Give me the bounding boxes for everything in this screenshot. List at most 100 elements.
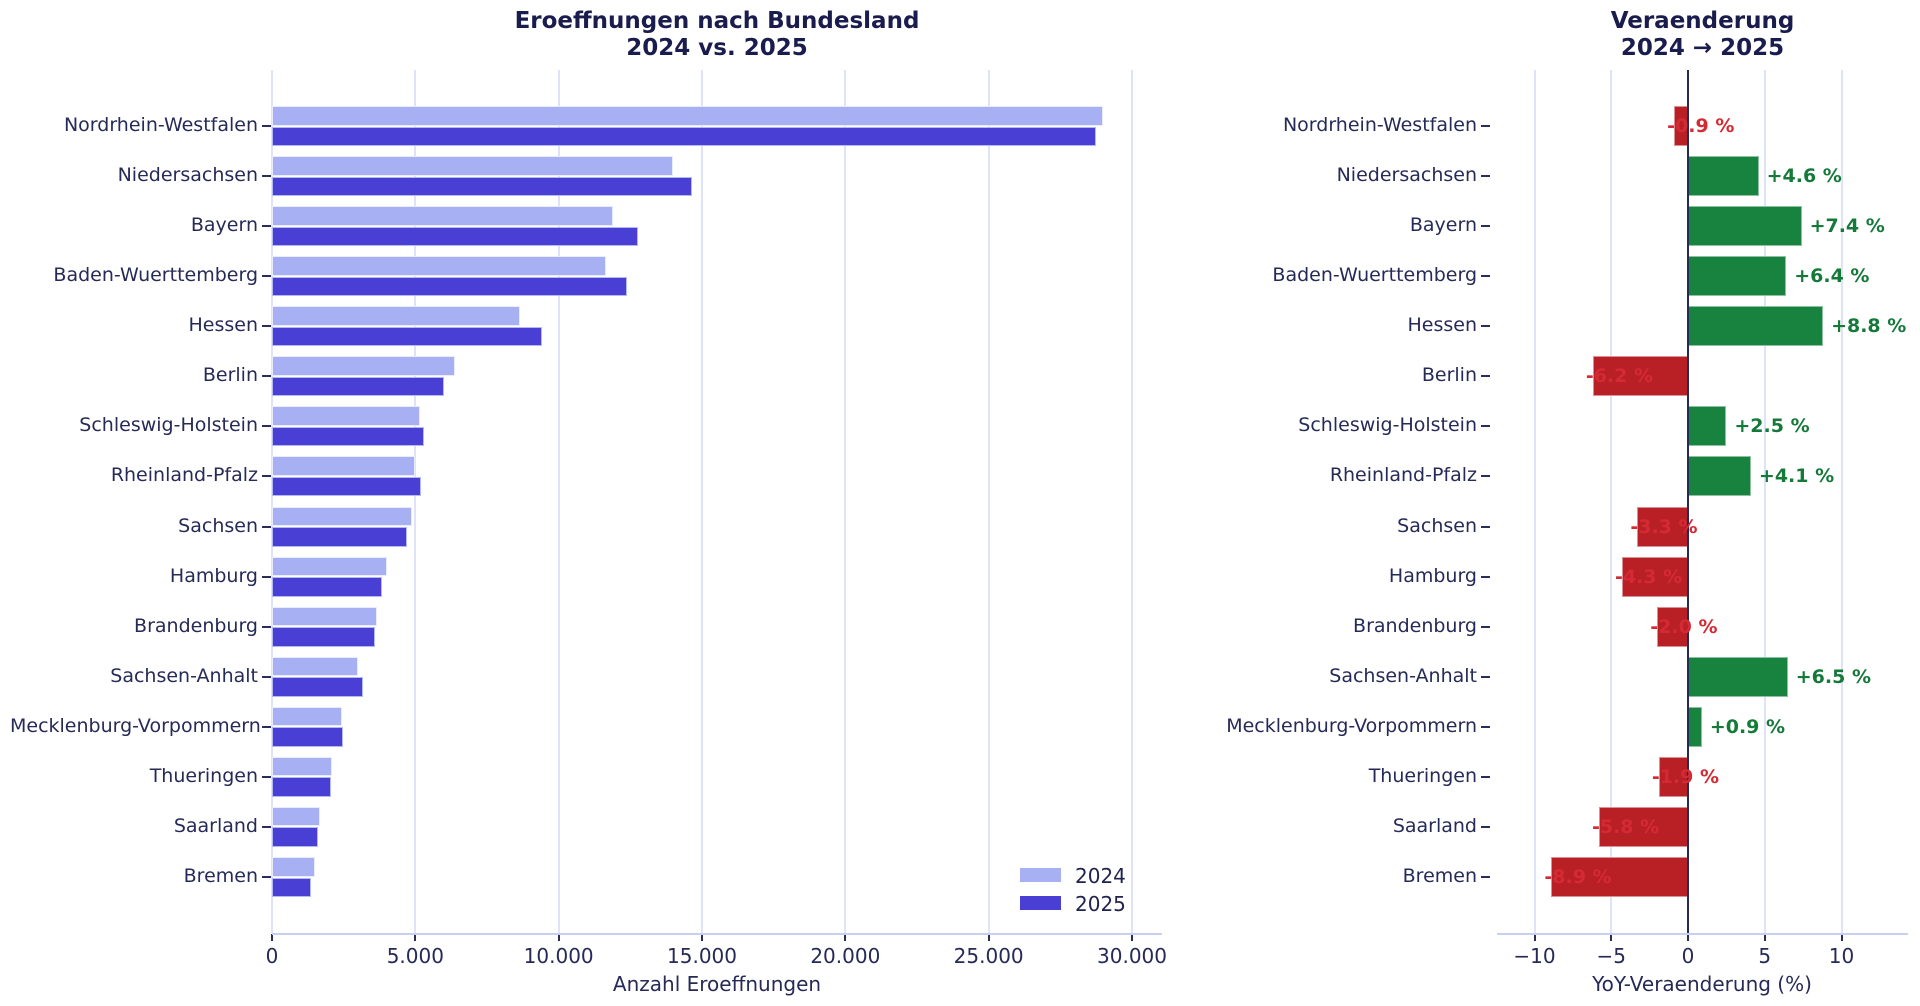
change-bar [1688, 656, 1788, 697]
left-ytick-label: Thueringen [149, 764, 258, 787]
right-ytick-mark [1481, 175, 1490, 178]
bar-2025 [272, 276, 628, 297]
left-xtick-mark [271, 934, 273, 941]
right-chart-title-line2: 2024 → 2025 [1620, 35, 1785, 61]
left-ytick-label: Bremen [183, 865, 258, 888]
right-ytick-mark [1481, 825, 1490, 828]
right-ytick-mark [1481, 876, 1490, 879]
bar-2024 [272, 406, 421, 426]
bar-2024 [272, 606, 377, 627]
bar-2024 [272, 356, 456, 376]
left-xtick-mark [987, 934, 990, 941]
change-bar-label: +7.4 % [1809, 215, 1885, 238]
left-xaxis-line [272, 933, 1162, 935]
left-ytick-label: Niedersachsen [117, 164, 258, 187]
change-bar [1688, 156, 1759, 197]
right-ytick-label: Bayern [1409, 214, 1477, 237]
change-bar-label: +8.8 % [1831, 315, 1907, 338]
right-ytick-mark [1481, 625, 1490, 628]
right-ytick-label: Nordrhein-Westfalen [1282, 114, 1477, 136]
left-xtick-mark [844, 934, 847, 941]
left-xtick-label: 10.000 [523, 944, 594, 968]
legend-label-2025: 2025 [1075, 892, 1126, 916]
left-ytick-label: Hamburg [169, 564, 258, 587]
bar-2025 [272, 476, 422, 497]
right-gridline [1610, 70, 1613, 933]
left-ytick-label: Berlin [202, 364, 258, 387]
left-ytick-mark [262, 825, 271, 828]
left-ytick-label: Saarland [173, 814, 258, 837]
change-bar-label: -3.3 % [1630, 515, 1698, 538]
bar-2025 [272, 727, 343, 747]
left-ytick-mark [262, 625, 271, 628]
change-bar [1598, 806, 1688, 847]
right-ytick-mark [1481, 675, 1490, 678]
bar-2024 [272, 656, 358, 677]
right-xtick-mark [1763, 934, 1766, 941]
change-bar-label: +6.4 % [1794, 265, 1870, 288]
right-xtick-label: 10 [1828, 944, 1855, 968]
legend-swatch-2024 [1020, 868, 1061, 882]
right-gridline [1533, 70, 1536, 933]
bar-2025 [272, 777, 332, 797]
bar-2025 [272, 677, 364, 697]
left-ytick-label: Bayern [190, 214, 258, 237]
right-ytick-mark [1481, 325, 1490, 328]
right-gridline [1840, 70, 1843, 933]
right-ytick-label: Hamburg [1388, 564, 1477, 587]
bar-2024 [272, 256, 606, 276]
right-ytick-label: Thueringen [1368, 764, 1477, 787]
change-bar-label: -1.9 % [1651, 765, 1720, 788]
left-ytick-mark [262, 275, 271, 278]
bar-2025 [272, 376, 445, 397]
left-ytick-mark [262, 225, 271, 228]
left-xtick-mark [414, 934, 417, 941]
right-xtick-label: 0 [1681, 944, 1695, 968]
change-bar-label: +0.9 % [1709, 715, 1786, 738]
left-ytick-mark [262, 525, 271, 528]
right-ytick-label: Baden-Wuerttemberg [1272, 264, 1477, 287]
bar-2025 [272, 126, 1096, 146]
right-ytick-label: Mecklenburg-Vorpommern [1226, 714, 1477, 737]
change-bar-label: +4.1 % [1758, 465, 1835, 488]
bar-2024 [272, 306, 521, 326]
right-ytick-mark [1481, 725, 1490, 728]
left-ytick-mark [262, 675, 271, 678]
legend-label-2024: 2024 [1075, 864, 1126, 888]
left-chart-title-line1: Eroeffnungen nach Bundesland [514, 8, 920, 34]
right-chart-title: Veraenderung 2024 → 2025 [1497, 8, 1908, 62]
right-xtick-mark [1687, 934, 1689, 941]
change-bar-label: -2.0 % [1650, 615, 1718, 638]
bar-2024 [272, 857, 315, 877]
bar-2025 [272, 326, 543, 347]
left-xtick-label: 25.000 [953, 944, 1024, 968]
change-bar-label: -6.2 % [1585, 365, 1654, 388]
left-gridline [414, 70, 417, 933]
bar-2024 [272, 806, 321, 827]
change-bar-label: -0.9 % [1667, 115, 1735, 137]
change-bar [1592, 356, 1688, 397]
right-zero-line [1687, 70, 1689, 933]
right-ytick-label: Rheinland-Pfalz [1329, 464, 1477, 487]
bar-2025 [272, 877, 312, 898]
change-bar [1688, 256, 1787, 297]
right-ytick-label: Berlin [1421, 364, 1477, 387]
right-ytick-label: Schleswig-Holstein [1298, 414, 1477, 437]
right-xtick-mark [1610, 934, 1613, 941]
change-bar [1688, 206, 1802, 247]
right-ytick-mark [1481, 425, 1490, 428]
left-xtick-label: 15.000 [667, 944, 737, 968]
left-xtick-label: 20.000 [810, 944, 881, 968]
bar-2025 [272, 426, 424, 447]
left-ytick-label: Brandenburg [134, 614, 258, 637]
right-chart-title-line1: Veraenderung [1610, 8, 1795, 34]
left-gridline [701, 70, 703, 933]
left-ytick-label: Sachsen [178, 514, 258, 537]
left-chart-title-line2: 2024 vs. 2025 [626, 35, 808, 61]
left-ytick-mark [262, 425, 271, 428]
right-ytick-mark [1481, 575, 1490, 578]
left-gridline [271, 70, 273, 933]
right-ytick-mark [1481, 775, 1490, 778]
right-ytick-mark [1481, 525, 1490, 528]
